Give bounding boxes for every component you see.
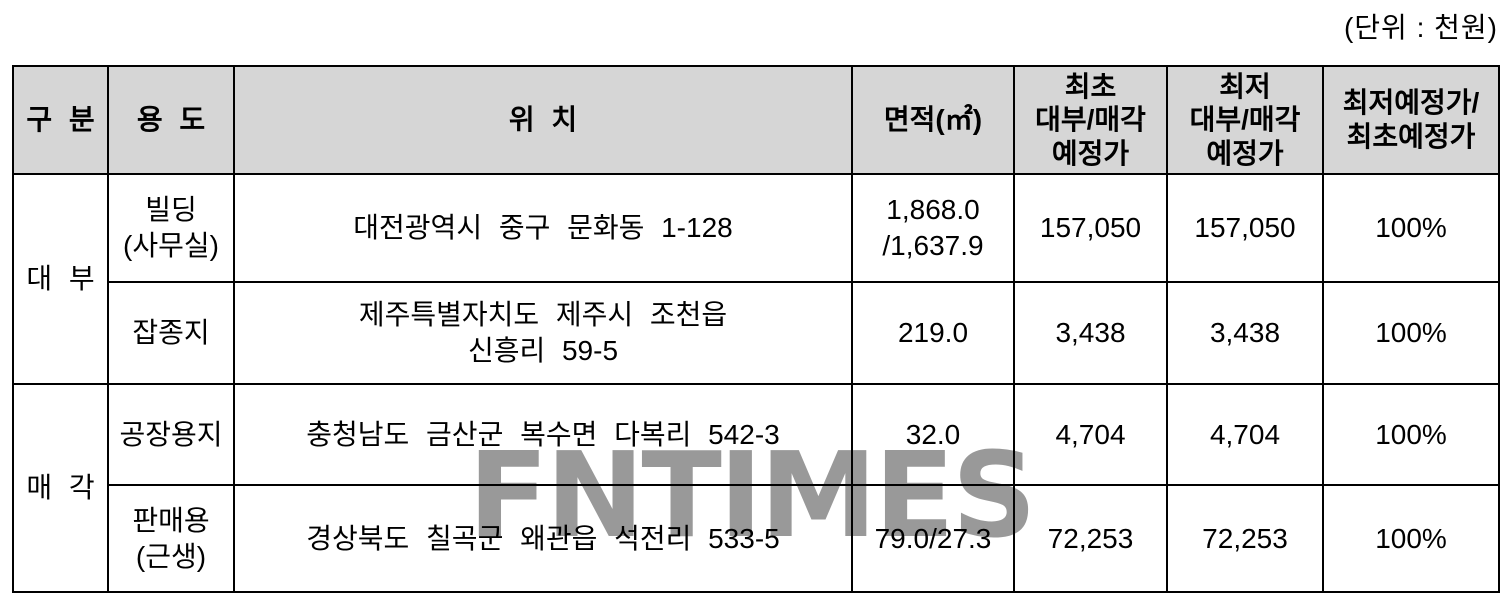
cell-initial-price: 157,050: [1013, 173, 1168, 283]
header-row: 구 분 용 도 위 치 면적(㎡) 최초 대부/매각 예정가 최저 대부/매각 …: [12, 65, 1500, 175]
cell-ratio: 100%: [1322, 484, 1500, 593]
table-row: 대 부 빌딩 (사무실) 대전광역시 중구 문화동 1-128 1,868.0 …: [12, 173, 1500, 385]
cell-usage: 공장용지: [107, 383, 235, 486]
cell-location: 제주특별자치도 제주시 조천읍 신흥리 59-5: [233, 281, 853, 385]
unit-label: (단위 : 천원): [1343, 12, 1498, 43]
cell-area: 32.0: [851, 383, 1015, 486]
header-price-ratio: 최저예정가/ 최초예정가: [1322, 65, 1500, 175]
table-row: 판매용 (근생) 경상북도 칠곡군 왜관읍 석전리 533-5 79.0/27.…: [13, 484, 1500, 593]
group-label-lease: 대 부: [12, 173, 109, 385]
header-location: 위 치: [233, 65, 853, 175]
table-row: 잡종지 제주특별자치도 제주시 조천읍 신흥리 59-5 219.0 3,438…: [13, 281, 1500, 385]
cell-location: 충청남도 금산군 복수면 다복리 542-3: [233, 383, 853, 486]
cell-usage: 판매용 (근생): [107, 484, 235, 593]
cell-ratio: 100%: [1322, 281, 1500, 385]
cell-initial-price: 3,438: [1013, 281, 1168, 385]
cell-initial-price: 72,253: [1013, 484, 1168, 593]
header-initial-price: 최초 대부/매각 예정가: [1013, 65, 1168, 175]
header-usage: 용 도: [107, 65, 235, 175]
header-lowest-price: 최저 대부/매각 예정가: [1166, 65, 1324, 175]
asset-table: 구 분 용 도 위 치 면적(㎡) 최초 대부/매각 예정가 최저 대부/매각 …: [12, 65, 1500, 593]
cell-area: 219.0: [851, 281, 1015, 385]
cell-area: 79.0/27.3: [851, 484, 1015, 593]
cell-lowest-price: 3,438: [1166, 281, 1324, 385]
cell-usage: 잡종지: [107, 281, 235, 385]
group-label-sale: 매 각: [12, 383, 109, 593]
cell-ratio: 100%: [1322, 173, 1500, 283]
cell-usage: 빌딩 (사무실): [107, 173, 235, 283]
cell-area: 1,868.0 /1,637.9: [851, 173, 1015, 283]
cell-ratio: 100%: [1322, 383, 1500, 486]
cell-initial-price: 4,704: [1013, 383, 1168, 486]
cell-lowest-price: 157,050: [1166, 173, 1324, 283]
cell-location: 경상북도 칠곡군 왜관읍 석전리 533-5: [233, 484, 853, 593]
table-row: 매 각 공장용지 충청남도 금산군 복수면 다복리 542-3 32.0 4,7…: [12, 383, 1500, 593]
cell-location: 대전광역시 중구 문화동 1-128: [233, 173, 853, 283]
header-category: 구 분: [12, 65, 109, 175]
cell-lowest-price: 4,704: [1166, 383, 1324, 486]
header-area: 면적(㎡): [851, 65, 1015, 175]
cell-lowest-price: 72,253: [1166, 484, 1324, 593]
